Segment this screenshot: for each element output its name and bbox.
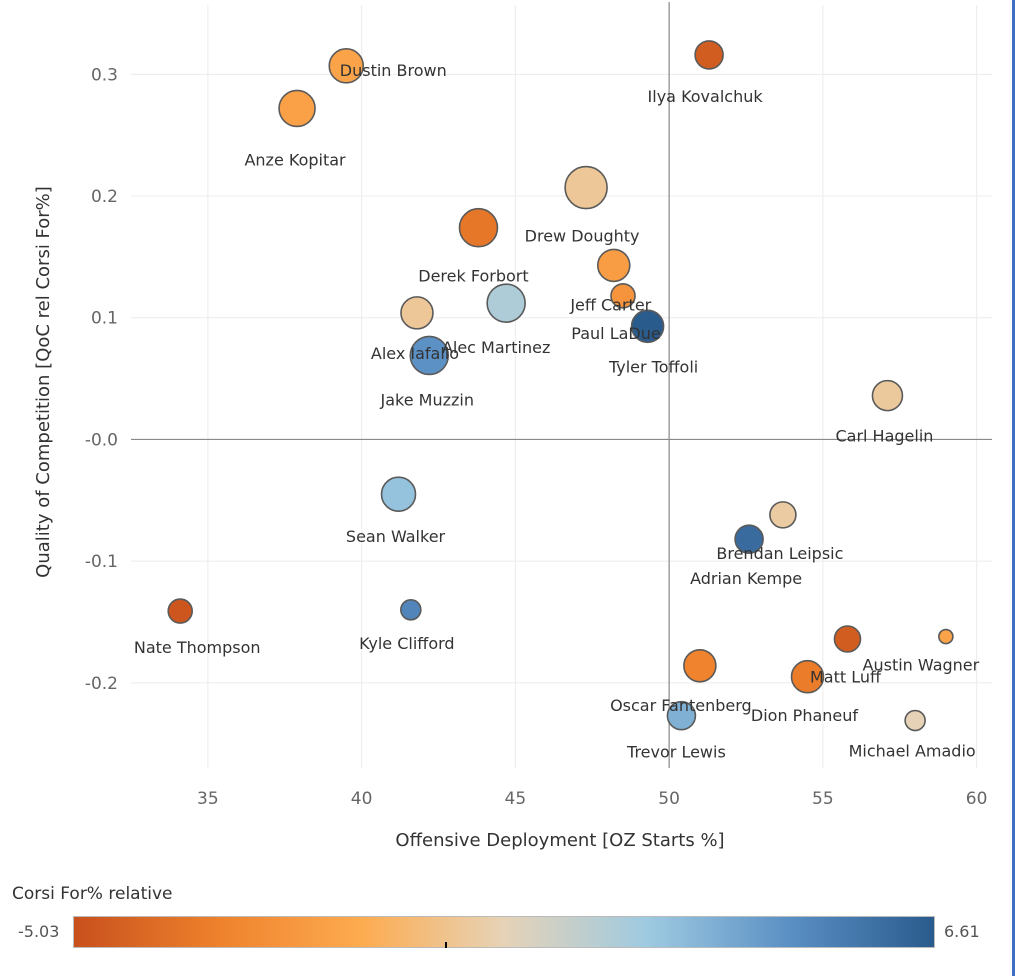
- color-legend-min: -5.03: [18, 922, 60, 941]
- point-label: Tyler Toffoli: [608, 357, 698, 376]
- data-point[interactable]: [904, 709, 926, 732]
- point-label: Derek Forbort: [418, 267, 528, 286]
- y-tick-label: -0.2: [85, 674, 118, 694]
- data-point[interactable]: [790, 659, 825, 694]
- point-label: Trevor Lewis: [626, 743, 726, 762]
- data-point[interactable]: [610, 283, 636, 309]
- x-tick-label: 35: [197, 789, 219, 809]
- data-point[interactable]: [683, 648, 717, 683]
- point-label: Dion Phaneuf: [751, 706, 859, 725]
- point-label: Jake Muzzin: [380, 390, 474, 409]
- data-point[interactable]: [666, 700, 697, 731]
- y-tick-label: -0.1: [85, 552, 118, 572]
- color-legend-max: 6.61: [944, 922, 980, 941]
- data-point[interactable]: [328, 48, 365, 84]
- point-label: Matt Luff: [810, 668, 882, 687]
- data-point[interactable]: [596, 248, 631, 283]
- x-tick-label: 55: [812, 789, 834, 809]
- data-point[interactable]: [409, 335, 450, 376]
- data-point[interactable]: [734, 524, 764, 555]
- point-label: Michael Amadio: [849, 742, 976, 761]
- data-point[interactable]: [769, 501, 797, 529]
- point-labels: Ilya Kovalchuk Dustin Brown Anze Kopitar Dr…: [134, 61, 980, 762]
- point-label: Ilya Kovalchuk: [648, 87, 764, 106]
- point-label: Jeff Carter: [569, 295, 651, 314]
- point-label: Nate Thompson: [134, 638, 261, 657]
- point-label: Alex Iafallo: [371, 344, 459, 363]
- point-label: Adrian Kempe: [690, 569, 802, 588]
- y-tick-label: 0.2: [91, 187, 118, 207]
- y-tick-label: -0.0: [85, 430, 118, 450]
- point-label: Paul LaDue: [571, 324, 660, 343]
- data-point[interactable]: [694, 40, 724, 70]
- point-label: Sean Walker: [346, 527, 446, 546]
- point-label: Dustin Brown: [340, 61, 447, 80]
- data-point[interactable]: [278, 89, 316, 128]
- data-point[interactable]: [400, 599, 422, 621]
- y-tick-label: 0.1: [91, 309, 118, 329]
- x-axis-title: Offensive Deployment [OZ Starts %]: [395, 830, 724, 851]
- x-tick-label: 50: [658, 789, 680, 809]
- data-point[interactable]: [630, 309, 665, 344]
- data-point[interactable]: [833, 625, 862, 653]
- point-label: Austin Wagner: [863, 656, 980, 675]
- data-point[interactable]: [167, 598, 193, 624]
- x-tick-label: 40: [351, 789, 373, 809]
- x-tick-label: 45: [505, 789, 527, 809]
- point-label: Anze Kopitar: [244, 150, 346, 169]
- data-point[interactable]: [486, 283, 526, 323]
- y-axis-ticks: 0.3 0.2 0.1 -0.0 -0.1 -0.2: [85, 65, 118, 693]
- window-edge: [1012, 0, 1015, 976]
- point-label: Alec Martinez: [442, 338, 550, 357]
- color-legend-marker: [445, 942, 447, 948]
- color-legend-title: Corsi For% relative: [12, 884, 173, 904]
- data-point[interactable]: [380, 476, 417, 512]
- data-point[interactable]: [458, 207, 499, 248]
- point-label: Kyle Clifford: [359, 634, 455, 653]
- x-tick-label: 60: [966, 789, 988, 809]
- data-points: [167, 40, 954, 732]
- y-axis-title: Quality of Competition [QoC rel Corsi Fo…: [33, 186, 54, 578]
- x-axis-ticks: 35 40 45 50 55 60: [197, 789, 987, 809]
- color-legend-bar: [73, 916, 935, 948]
- reference-lines: [131, 2, 992, 768]
- point-label: Drew Doughty: [525, 227, 640, 246]
- data-point[interactable]: [400, 296, 434, 330]
- data-point[interactable]: [938, 628, 954, 645]
- point-label: Carl Hagelin: [835, 427, 933, 446]
- point-label: Brendan Leipsic: [716, 544, 843, 563]
- point-label: Oscar Fantenberg: [610, 696, 752, 715]
- y-tick-label: 0.3: [91, 65, 118, 85]
- scatter-plot: 35 40 45 50 55 60 0.3 0.2 0.1 -0.0 -0.1 -0.2 Ilya …: [33, 2, 992, 851]
- data-point[interactable]: [564, 165, 608, 210]
- data-point[interactable]: [871, 379, 904, 412]
